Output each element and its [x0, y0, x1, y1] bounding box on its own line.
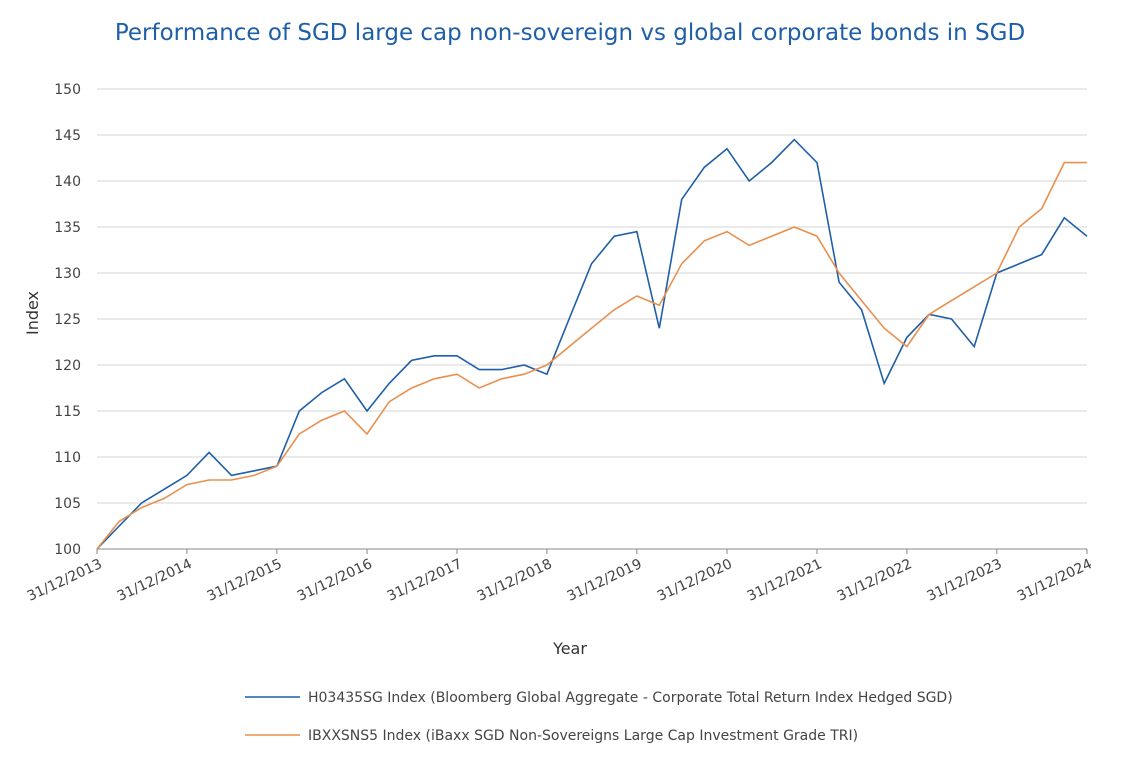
y-tick-label: 120 [54, 358, 81, 374]
x-tick-label: 31/12/2023 [925, 556, 1005, 605]
y-tick-label: 100 [54, 542, 81, 558]
y-tick-label: 125 [54, 312, 81, 328]
y-tick-label: 150 [54, 82, 81, 98]
legend-label: IBXXSNS5 Index (iBaxx SGD Non-Sovereigns… [308, 728, 858, 744]
x-tick-label: 31/12/2014 [115, 556, 195, 605]
y-axis-label: Index [23, 291, 42, 335]
x-tick-label: 31/12/2018 [475, 556, 555, 605]
chart-title: Performance of SGD large cap non-soverei… [115, 20, 1025, 46]
x-tick-label: 31/12/2021 [745, 556, 825, 605]
x-tick-label: 31/12/2015 [205, 556, 285, 605]
x-tick-label: 31/12/2016 [295, 556, 375, 605]
x-tick-label: 31/12/2020 [655, 556, 735, 605]
x-tick-label: 31/12/2024 [1015, 556, 1095, 605]
y-tick-label: 145 [54, 128, 81, 144]
series-line [96, 138, 1088, 550]
series-line [96, 161, 1087, 550]
y-tick-label: 135 [54, 220, 81, 236]
x-tick-label: 31/12/2017 [385, 556, 465, 605]
y-tick-label: 130 [54, 266, 81, 282]
y-tick-label: 105 [54, 496, 81, 512]
y-tick-label: 140 [54, 174, 81, 190]
x-axis-label: Year [552, 639, 587, 658]
x-tick-label: 31/12/2019 [565, 556, 645, 605]
x-tick-label: 31/12/2022 [835, 556, 915, 605]
x-tick-label: 31/12/2013 [25, 556, 105, 605]
legend-label: H03435SG Index (Bloomberg Global Aggrega… [308, 690, 953, 706]
y-tick-label: 110 [54, 450, 81, 466]
y-tick-label: 115 [54, 404, 81, 420]
